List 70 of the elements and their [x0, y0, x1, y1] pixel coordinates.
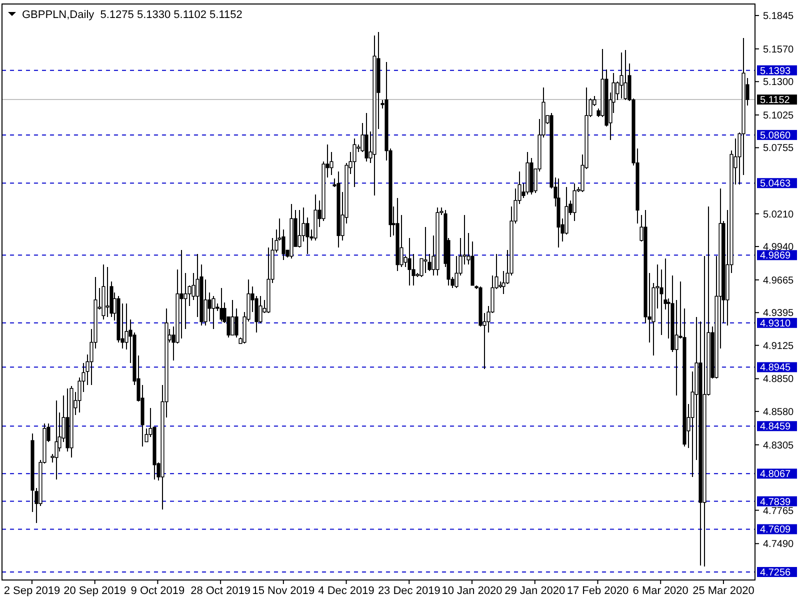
- ref-line-label: 5.1393: [760, 66, 792, 77]
- candlestick: [624, 50, 628, 100]
- candlestick: [298, 210, 302, 248]
- candlestick: [424, 226, 428, 274]
- candlestick: [620, 52, 624, 100]
- y-tick-label: 5.0755: [763, 143, 794, 154]
- candlestick: [314, 194, 318, 241]
- candlestick: [234, 308, 238, 338]
- text: GBPPLN,Daily 5.1275 5.1330 5.1102 5.1152: [22, 9, 242, 21]
- x-tick-label: 15 Nov 2019: [252, 585, 315, 597]
- ref-line-label: 5.0860: [760, 130, 792, 142]
- x-tick-label: 6 Mar 2020: [632, 585, 688, 597]
- candlestick: [572, 182, 576, 222]
- ref-line-label: 4.8067: [760, 469, 792, 480]
- y-tick-label: 4.9665: [763, 275, 794, 286]
- x-tick-label: 9 Oct 2019: [130, 585, 185, 597]
- ref-line-label: 5.1152: [760, 95, 790, 106]
- ref-line-label: 4.7256: [760, 567, 792, 578]
- candlestick: [290, 204, 294, 260]
- y-tick-label: 4.9125: [763, 340, 794, 352]
- x-tick-label: 10 Jan 2020: [442, 585, 502, 597]
- candlestick: [258, 296, 262, 324]
- ref-line-label: 4.9869: [760, 250, 792, 262]
- x-tick-label: 23 Dec 2019: [378, 585, 440, 597]
- y-tick-label: 4.7765: [763, 506, 794, 517]
- y-tick-label: 4.8580: [763, 406, 794, 418]
- y-tick-label: 5.1025: [763, 110, 794, 122]
- x-tick-label: 28 Oct 2019: [190, 585, 251, 597]
- candlestick: [230, 299, 234, 336]
- y-tick-label: 4.7490: [763, 539, 794, 550]
- x-tick-label: 17 Feb 2020: [566, 585, 629, 597]
- candlestick: [106, 266, 110, 318]
- candlestick: [556, 178, 560, 248]
- y-tick-label: 4.9395: [763, 308, 794, 320]
- ref-line-label: 4.8945: [760, 362, 792, 374]
- candlestick: [66, 388, 70, 452]
- candlestick: [204, 278, 208, 326]
- candlestick: [54, 400, 58, 480]
- candlestick: [70, 385, 74, 458]
- candlestick: [408, 238, 412, 286]
- y-tick-label: 5.1845: [763, 11, 794, 22]
- candlestick: [372, 35, 376, 196]
- candlestick: [102, 264, 106, 320]
- y-tick-label: 4.8850: [763, 374, 794, 386]
- x-tick-label: 20 Sep 2019: [64, 585, 126, 597]
- candlestick: [526, 151, 530, 195]
- candlestick: [212, 296, 216, 330]
- candlestick: [352, 138, 356, 188]
- candlestick: [436, 207, 440, 276]
- candlestick: [208, 292, 212, 322]
- y-tick-label: 5.0210: [763, 209, 794, 220]
- candlestick: [336, 170, 340, 248]
- candlestick: [184, 272, 188, 330]
- x-tick-label: 4 Dec 2019: [318, 585, 374, 597]
- x-tick-label: 25 Mar 2020: [692, 585, 754, 597]
- x-tick-label: 29 Jan 2020: [504, 585, 566, 597]
- y-tick-label: 5.1300: [763, 77, 794, 88]
- ref-line-label: 5.0463: [760, 178, 792, 190]
- y-tick-label: 4.8305: [763, 440, 794, 452]
- candlestick: [530, 158, 534, 195]
- y-tick-label: 5.1570: [763, 44, 794, 56]
- candlestick: [396, 198, 400, 272]
- ref-line-label: 4.9310: [760, 318, 792, 330]
- ref-line-label: 4.7609: [760, 524, 792, 536]
- candlestick: [180, 250, 184, 340]
- candlestick: [364, 112, 368, 162]
- ref-line-label: 4.7839: [760, 496, 792, 508]
- x-tick-label: 2 Sep 2019: [4, 585, 60, 597]
- candlestick: [400, 214, 404, 268]
- ref-line-label: 4.8459: [760, 422, 792, 433]
